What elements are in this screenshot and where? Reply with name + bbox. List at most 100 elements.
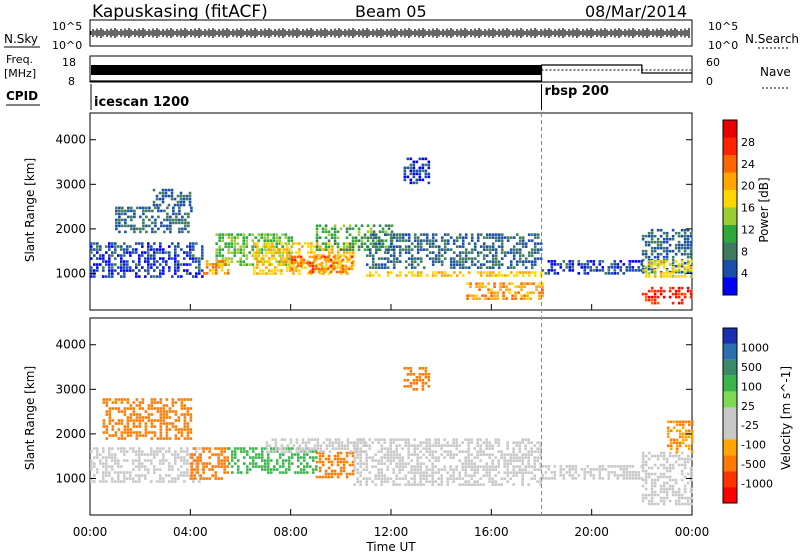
- data-cell: [139, 227, 142, 231]
- data-cell: [272, 254, 276, 257]
- data-cell: [413, 245, 417, 248]
- data-cell: [368, 274, 372, 277]
- data-cell: [662, 466, 666, 470]
- data-cell: [392, 236, 396, 239]
- data-cell: [195, 260, 198, 263]
- data-cell: [662, 295, 666, 299]
- data-cell: [272, 468, 276, 471]
- data-cell: [180, 398, 184, 401]
- data-cell: [467, 456, 470, 459]
- data-cell: [126, 459, 129, 462]
- data-cell: [521, 274, 525, 277]
- data-cell: [607, 272, 611, 275]
- data-cell: [189, 272, 192, 275]
- date-title: 08/Mar/2014: [585, 2, 687, 21]
- data-cell: [536, 242, 540, 245]
- data-cell: [111, 254, 114, 257]
- data-cell: [117, 477, 120, 480]
- data-cell: [233, 450, 237, 453]
- data-cell: [446, 477, 449, 480]
- data-cell: [196, 459, 199, 462]
- data-cell: [272, 245, 276, 248]
- data-cell: [345, 454, 349, 458]
- data-cell: [683, 269, 687, 272]
- data-cell: [517, 291, 520, 294]
- data-cell: [165, 413, 169, 416]
- data-cell: [434, 480, 437, 483]
- data-cell: [622, 263, 626, 266]
- data-cell: [687, 447, 691, 451]
- data-cell: [226, 456, 229, 459]
- data-cell: [307, 245, 310, 248]
- data-cell: [407, 444, 410, 447]
- data-cell: [365, 480, 368, 483]
- data-cell: [165, 398, 169, 401]
- data-cell: [201, 248, 204, 251]
- data-cell: [150, 480, 153, 483]
- data-cell: [684, 435, 688, 439]
- data-cell: [287, 236, 291, 239]
- data-cell: [245, 245, 249, 248]
- data-cell: [266, 459, 270, 462]
- data-cell: [275, 462, 279, 465]
- data-cell: [470, 248, 474, 251]
- data-cell: [129, 477, 132, 480]
- data-cell: [536, 480, 539, 483]
- data-cell: [412, 166, 416, 170]
- data-cell: [536, 248, 540, 251]
- data-cell: [689, 266, 693, 269]
- data-cell: [427, 166, 431, 170]
- data-cell: [223, 459, 226, 462]
- data-cell: [380, 462, 383, 465]
- data-cell: [319, 257, 322, 260]
- data-cell: [371, 274, 375, 277]
- data-cell: [181, 215, 184, 219]
- data-cell: [524, 456, 527, 459]
- data-cell: [256, 260, 259, 263]
- data-cell: [662, 463, 666, 467]
- data-cell: [521, 453, 524, 456]
- data-cell: [115, 221, 118, 225]
- data-cell: [619, 465, 623, 468]
- cpid-segment-2: rbsp 200: [545, 84, 609, 99]
- data-cell: [440, 468, 443, 471]
- data-cell: [378, 230, 382, 234]
- data-cell: [183, 263, 186, 266]
- data-cell: [574, 477, 578, 480]
- data-cell: [356, 444, 359, 447]
- data-cell: [377, 471, 380, 474]
- data-cell: [186, 459, 189, 462]
- data-cell: [644, 255, 648, 259]
- data-cell: [641, 457, 645, 461]
- data-cell: [150, 266, 153, 269]
- data-cell: [374, 438, 377, 441]
- data-cell: [337, 447, 341, 450]
- data-cell: [366, 230, 370, 234]
- data-cell: [135, 248, 138, 251]
- data-cell: [690, 423, 694, 427]
- data-cell: [305, 261, 309, 265]
- data-cell: [674, 481, 678, 485]
- data-cell: [538, 282, 541, 285]
- data-cell: [159, 398, 163, 401]
- data-cell: [287, 242, 291, 245]
- data-cell: [680, 263, 684, 266]
- data-cell: [412, 172, 416, 176]
- data-cell: [482, 453, 485, 456]
- data-cell: [613, 266, 617, 269]
- data-cell: [217, 477, 220, 480]
- data-cell: [641, 292, 645, 296]
- data-cell: [147, 266, 150, 269]
- data-cell: [129, 407, 133, 410]
- data-cell: [144, 474, 147, 477]
- data-cell: [443, 468, 446, 471]
- data-cell: [111, 269, 114, 272]
- data-cell: [398, 248, 402, 251]
- data-cell: [302, 453, 306, 456]
- data-cell: [678, 432, 682, 436]
- data-cell: [647, 472, 651, 476]
- data-cell: [245, 239, 249, 242]
- data-cell: [135, 434, 139, 437]
- data-cell: [302, 456, 306, 459]
- data-cell: [280, 269, 283, 272]
